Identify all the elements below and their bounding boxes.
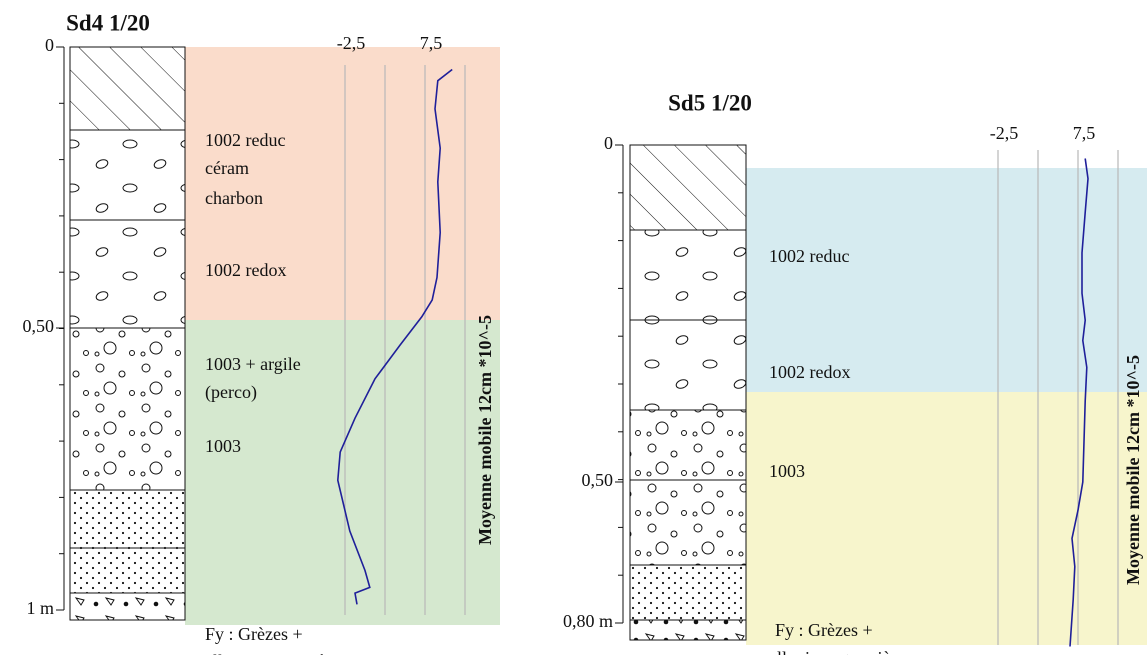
susceptibility-curve: [336, 68, 453, 605]
strata-layer: [69, 547, 186, 594]
strata-layer: [629, 144, 747, 231]
layer-label: (perco): [205, 382, 257, 403]
depth-tick-label: 0,50: [23, 316, 55, 336]
unit-band: [746, 168, 1147, 392]
strata-layer: [69, 219, 186, 329]
layer-label: Fy : Grèzes +: [775, 620, 873, 640]
strata-layer: [69, 129, 186, 221]
layer-label: Fy : Grèzes +: [205, 624, 303, 644]
depth-tick-label: 0: [604, 133, 613, 153]
strata-layer: [629, 229, 747, 321]
depth-tick-label: 0,50: [582, 470, 614, 490]
value-tick-label: 7,5: [1073, 123, 1096, 143]
axis-label: Moyenne mobile 12cm *10^-5: [475, 315, 495, 545]
strata-layer: [629, 564, 747, 621]
strata-layer: [69, 46, 186, 131]
log-title: Sd5 1/20: [668, 90, 752, 115]
strata-layer: [629, 619, 747, 641]
strata-layer: [69, 327, 186, 491]
depth-tick-label: 0: [45, 35, 54, 55]
layer-label: alluvions grossières: [769, 648, 911, 655]
strata-layer: [629, 479, 747, 566]
value-tick-label: 7,5: [420, 33, 443, 53]
value-tick-label: -2,5: [990, 123, 1019, 143]
layer-label: 1003 + argile: [205, 354, 301, 374]
susceptibility-curve: [1069, 158, 1089, 647]
layer-label: charbon: [205, 188, 263, 208]
log-title: Sd4 1/20: [66, 10, 150, 35]
strata-layer: [629, 319, 747, 411]
unit-band: [185, 320, 500, 625]
depth-tick-label: 0,80 m: [563, 611, 613, 631]
layer-label: alluvions grossières: [205, 651, 347, 655]
unit-band: [185, 47, 500, 320]
unit-band: [746, 392, 1147, 645]
strata-layer: [69, 489, 186, 549]
strata-layer: [629, 409, 747, 481]
layer-label: 1002 reduc: [769, 246, 849, 266]
depth-tick-label: 1 m: [26, 598, 54, 618]
strata-layer: [69, 592, 186, 621]
layer-label: 1003: [769, 461, 805, 481]
layer-label: 1002 redox: [769, 362, 850, 382]
layer-label: 1002 reduc: [205, 130, 285, 150]
value-tick-label: -2,5: [337, 33, 366, 53]
layer-label: 1003: [205, 436, 241, 456]
layer-label: 1002 redox: [205, 260, 286, 280]
layer-label: céram: [205, 158, 249, 178]
axis-label: Moyenne mobile 12cm *10^-5: [1123, 355, 1143, 585]
